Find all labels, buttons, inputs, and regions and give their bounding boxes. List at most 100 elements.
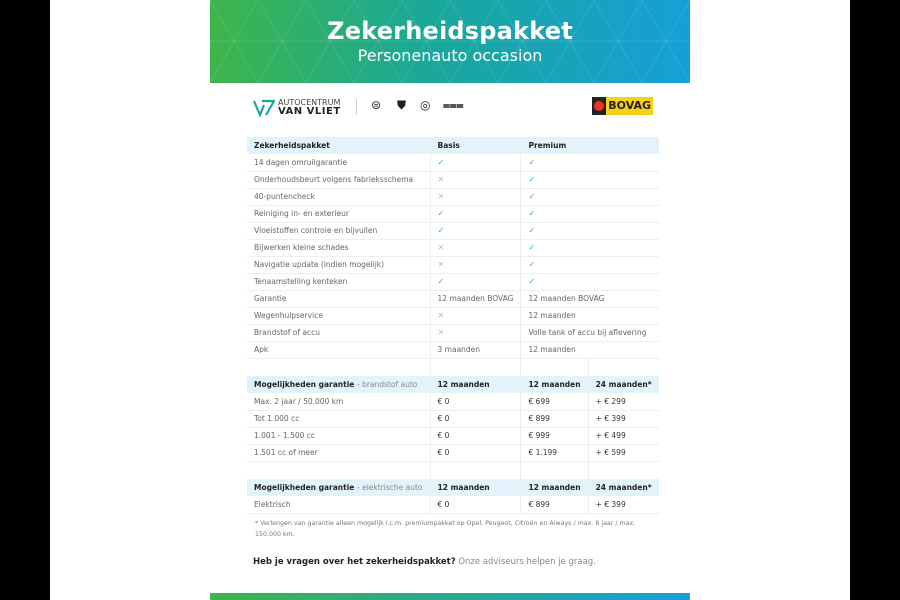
header-cell: 12 maanden bbox=[429, 376, 521, 393]
price-cell: + € 299 bbox=[587, 393, 659, 411]
check-icon: ✓ bbox=[528, 226, 536, 235]
check-icon: ✓ bbox=[528, 175, 536, 184]
price-cell: € 0 bbox=[429, 410, 521, 428]
header-cell: Zekerheidspakket bbox=[247, 137, 431, 154]
cross-icon: ✕ bbox=[437, 192, 445, 201]
header-subtitle: - elektrische auto bbox=[357, 483, 423, 492]
bovag-text: BOVAG bbox=[606, 97, 653, 115]
premium-cell: ✓ bbox=[520, 205, 659, 223]
row-label: Elektrisch bbox=[247, 496, 431, 514]
table-row: Elektrisch € 0 € 899 + € 399 bbox=[247, 496, 659, 514]
premium-cell: ✓ bbox=[520, 273, 659, 291]
premium-cell: ✓ bbox=[520, 154, 659, 172]
basis-cell: ✕ bbox=[429, 188, 521, 206]
basis-cell: 12 maanden BOVAG bbox=[429, 290, 521, 308]
cross-icon: ✕ bbox=[437, 311, 445, 320]
table-row: Apk 3 maanden 12 maanden bbox=[247, 341, 659, 359]
header-cell: Basis bbox=[429, 137, 521, 154]
table-row: Tenaamstelling kenteken ✓ ✓ bbox=[247, 273, 659, 291]
check-icon: ✓ bbox=[528, 192, 536, 201]
check-icon: ✓ bbox=[528, 277, 536, 286]
cross-icon: ✕ bbox=[437, 175, 445, 184]
price-cell: + € 399 bbox=[587, 410, 659, 428]
question-rest: Onze adviseurs helpen je graag. bbox=[455, 557, 596, 567]
price-cell: € 0 bbox=[429, 393, 521, 411]
page-subtitle: Personenauto occasion bbox=[357, 46, 543, 65]
row-label: 14 dagen omruilgarantie bbox=[247, 154, 431, 172]
premium-cell: 12 maanden BOVAG bbox=[520, 290, 659, 308]
premium-cell: ✓ bbox=[520, 256, 659, 274]
price-cell: € 899 bbox=[520, 410, 589, 428]
cell-value: 12 maanden BOVAG bbox=[528, 294, 605, 303]
row-label: Tenaamstelling kenteken bbox=[247, 273, 431, 291]
table-header: Mogelijkheden garantie - brandstof auto 1… bbox=[247, 376, 659, 393]
opel-logo-icon: ⊜ bbox=[371, 98, 382, 112]
basis-cell: ✓ bbox=[429, 273, 521, 291]
basis-cell: ✕ bbox=[429, 307, 521, 325]
row-label: Tot 1.000 cc bbox=[247, 410, 431, 428]
cell-value: 12 maanden bbox=[528, 311, 576, 320]
header-cell: Mogelijkheden garantie - brandstof auto bbox=[247, 376, 431, 393]
premium-cell: ✓ bbox=[520, 188, 659, 206]
table-header: Mogelijkheden garantie - elektrische aut… bbox=[247, 479, 659, 496]
footnote: * Verlengen van garantie alleen mogelijk… bbox=[255, 520, 636, 538]
v7-logo-icon bbox=[253, 99, 275, 117]
table-row: Navigatie update (indien mogelijk) ✕ ✓ bbox=[247, 256, 659, 274]
cross-icon: ✕ bbox=[437, 260, 445, 269]
check-icon: ✓ bbox=[528, 243, 536, 252]
row-label: Brandstof of accu bbox=[247, 324, 431, 342]
aiways-logo-icon: ⩶ bbox=[443, 98, 464, 112]
table-row: Tot 1.000 cc € 0 € 899 + € 399 bbox=[247, 410, 659, 428]
basis-cell: 3 maanden bbox=[429, 341, 521, 359]
page-title: Zekerheidspakket bbox=[327, 17, 573, 45]
table-row: 1.001 - 1.500 cc € 0 € 999 + € 499 bbox=[247, 427, 659, 445]
header-title: Mogelijkheden garantie bbox=[254, 380, 355, 389]
dealer-name-line1: AUTOCENTRUM bbox=[278, 98, 341, 107]
header-cell: 12 maanden bbox=[520, 376, 589, 393]
table-row: Reiniging in- en exterieur ✓ ✓ bbox=[247, 205, 659, 223]
table-header: Zekerheidspakket Basis Premium bbox=[247, 137, 659, 154]
basis-cell: ✓ bbox=[429, 205, 521, 223]
check-icon: ✓ bbox=[437, 157, 445, 167]
peugeot-logo-icon: ⛊ bbox=[397, 98, 407, 112]
header-cell: 24 maanden* bbox=[587, 479, 659, 496]
row-label: 1.501 cc of meer bbox=[247, 444, 431, 462]
logo-row: AUTOCENTRUM VAN VLIET ⊜ ⛊ ◎ ⩶ BOVAG bbox=[253, 96, 653, 120]
row-label: Vloeistoffen controle en bijvullen bbox=[247, 222, 431, 240]
divider bbox=[356, 99, 357, 115]
basis-cell: ✕ bbox=[429, 239, 521, 257]
basis-cell: ✓ bbox=[429, 222, 521, 240]
price-cell: € 1.199 bbox=[520, 444, 589, 462]
price-cell: € 0 bbox=[429, 427, 521, 445]
table-row: Brandstof of accu ✕ Volle tank of accu bij… bbox=[247, 324, 659, 342]
basis-cell: ✕ bbox=[429, 256, 521, 274]
package-comparison-table: Zekerheidspakket Basis Premium 14 dagen omr… bbox=[247, 137, 659, 514]
basis-cell: ✓ bbox=[429, 154, 521, 172]
header-cell: 24 maanden* bbox=[587, 376, 659, 393]
row-label: Navigatie update (indien mogelijk) bbox=[247, 256, 431, 274]
check-icon: ✓ bbox=[528, 260, 536, 269]
table-row: Bijwerken kleine schades ✕ ✓ bbox=[247, 239, 659, 257]
premium-cell: ✓ bbox=[520, 171, 659, 189]
contact-question: Heb je vragen over het zekerheidspakket?… bbox=[253, 557, 596, 567]
row-label: Wegenhulpservice bbox=[247, 307, 431, 325]
spacer-row bbox=[247, 461, 659, 479]
citroen-logo-icon: ◎ bbox=[420, 98, 431, 112]
table-row: Max. 2 jaar / 50.000 km € 0 € 699 + € 299 bbox=[247, 393, 659, 411]
cell-value: 12 maanden BOVAG bbox=[437, 294, 514, 303]
premium-cell: Volle tank of accu bij aflevering bbox=[520, 324, 659, 342]
row-label: Bijwerken kleine schades bbox=[247, 239, 431, 257]
premium-cell: 12 maanden bbox=[520, 341, 659, 359]
price-cell: € 0 bbox=[429, 444, 521, 462]
row-label: Onderhoudsbeurt volgens fabrieksschema bbox=[247, 171, 431, 189]
table-row: Wegenhulpservice ✕ 12 maanden bbox=[247, 307, 659, 325]
bovag-logo: BOVAG bbox=[592, 97, 653, 115]
price-cell: + € 399 bbox=[587, 496, 659, 514]
check-icon: ✓ bbox=[528, 209, 536, 218]
table-row: Vloeistoffen controle en bijvullen ✓ ✓ bbox=[247, 222, 659, 240]
table-row: 14 dagen omruilgarantie ✓ ✓ bbox=[247, 154, 659, 172]
table-row: Onderhoudsbeurt volgens fabrieksschema ✕ ✓ bbox=[247, 171, 659, 189]
check-icon: ✓ bbox=[437, 209, 445, 218]
question-bold: Heb je vragen over het zekerheidspakket? bbox=[253, 557, 456, 567]
premium-cell: ✓ bbox=[520, 239, 659, 257]
